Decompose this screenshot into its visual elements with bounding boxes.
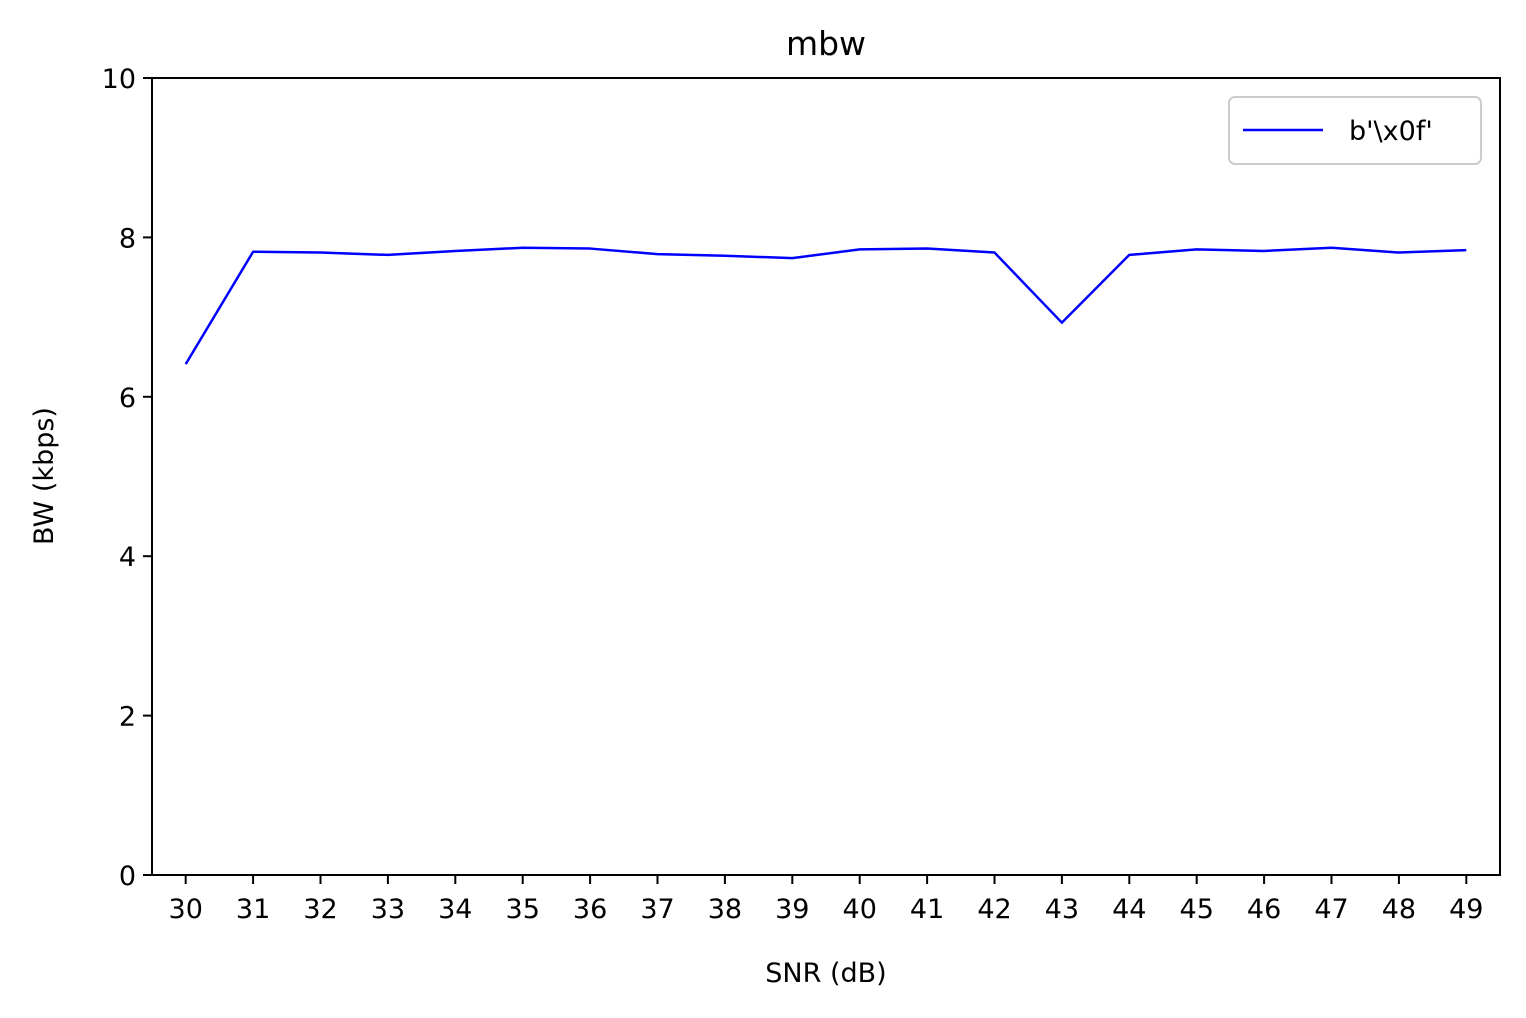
x-tick-label: 39 bbox=[775, 894, 809, 925]
x-tick-label: 31 bbox=[236, 894, 270, 925]
y-tick-label: 8 bbox=[119, 223, 136, 254]
x-tick-label: 43 bbox=[1045, 894, 1079, 925]
x-tick-label: 32 bbox=[303, 894, 337, 925]
x-tick-label: 42 bbox=[977, 894, 1011, 925]
x-tick-label: 44 bbox=[1112, 894, 1146, 925]
x-tick-label: 45 bbox=[1180, 894, 1214, 925]
chart-title: mbw bbox=[786, 24, 866, 63]
y-tick-label: 0 bbox=[119, 861, 136, 892]
x-tick-label: 49 bbox=[1449, 894, 1483, 925]
x-tick-label: 48 bbox=[1382, 894, 1416, 925]
x-tick-label: 35 bbox=[506, 894, 540, 925]
x-tick-label: 38 bbox=[708, 894, 742, 925]
x-tick-label: 30 bbox=[169, 894, 203, 925]
y-tick-label: 6 bbox=[119, 383, 136, 414]
y-tick-label: 10 bbox=[102, 64, 136, 95]
x-tick-label: 33 bbox=[371, 894, 405, 925]
legend: b'\x0f' bbox=[1229, 97, 1481, 164]
x-tick-label: 46 bbox=[1247, 894, 1281, 925]
y-tick-label: 4 bbox=[119, 542, 136, 573]
x-axis-label: SNR (dB) bbox=[765, 958, 886, 989]
x-tick-label: 47 bbox=[1314, 894, 1348, 925]
x-tick-label: 40 bbox=[843, 894, 877, 925]
legend-label: b'\x0f' bbox=[1349, 116, 1433, 147]
x-tick-label: 41 bbox=[910, 894, 944, 925]
x-tick-label: 36 bbox=[573, 894, 607, 925]
x-tick-label: 34 bbox=[438, 894, 472, 925]
y-tick-label: 2 bbox=[119, 702, 136, 733]
y-axis-label: BW (kbps) bbox=[29, 407, 60, 545]
x-tick-label: 37 bbox=[640, 894, 674, 925]
